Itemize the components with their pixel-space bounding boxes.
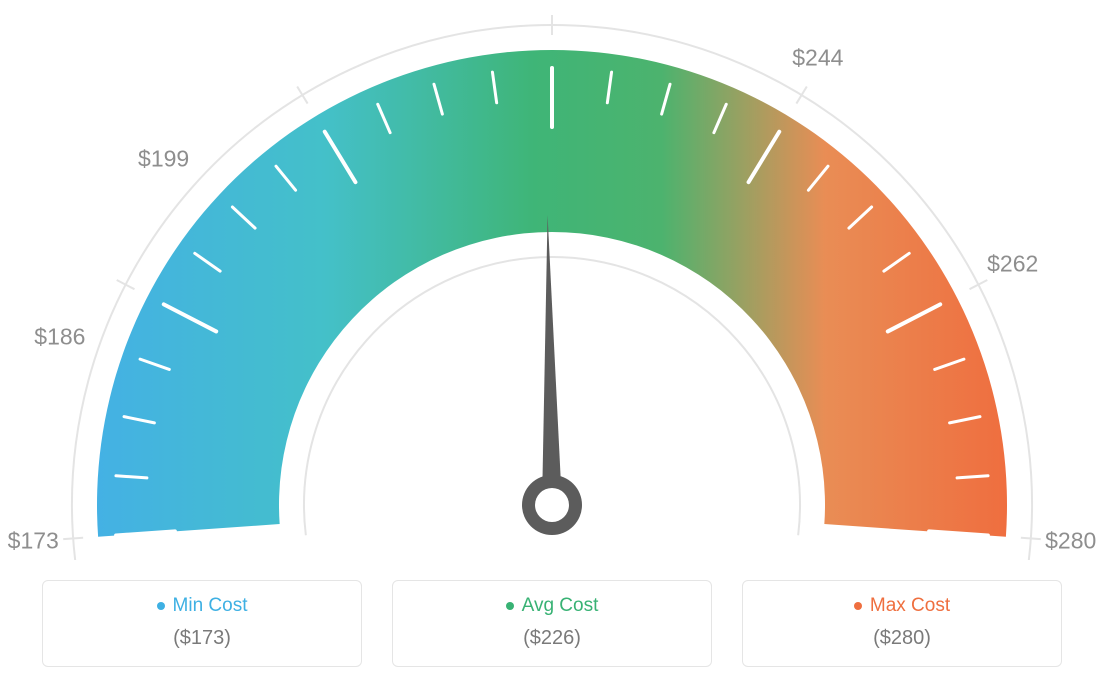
avg-cost-label: Avg Cost [506, 595, 599, 617]
gauge-tick-label: $262 [987, 250, 1038, 277]
max-cost-value: ($280) [761, 627, 1043, 650]
dot-icon [854, 602, 862, 610]
min-cost-label-text: Min Cost [173, 595, 248, 617]
min-cost-card: Min Cost ($173) [42, 580, 362, 667]
dot-icon [506, 602, 514, 610]
gauge-tick-label: $199 [138, 146, 189, 173]
avg-cost-value: ($226) [411, 627, 693, 650]
avg-cost-label-text: Avg Cost [522, 595, 599, 617]
cost-gauge: $173$186$199$226$244$262$280 [0, 0, 1104, 560]
dot-icon [157, 602, 165, 610]
gauge-tick-label: $244 [792, 45, 843, 72]
gauge-tick-label: $280 [1045, 528, 1096, 555]
cost-cards: Min Cost ($173) Avg Cost ($226) Max Cost… [42, 580, 1062, 667]
max-cost-card: Max Cost ($280) [742, 580, 1062, 667]
gauge-tick-label: $173 [8, 528, 59, 555]
min-cost-value: ($173) [61, 627, 343, 650]
max-cost-label: Max Cost [854, 595, 950, 617]
gauge-tick-label: $186 [34, 324, 85, 351]
gauge-needle [522, 215, 582, 535]
max-cost-label-text: Max Cost [870, 595, 950, 617]
min-cost-label: Min Cost [157, 595, 248, 617]
avg-cost-card: Avg Cost ($226) [392, 580, 712, 667]
